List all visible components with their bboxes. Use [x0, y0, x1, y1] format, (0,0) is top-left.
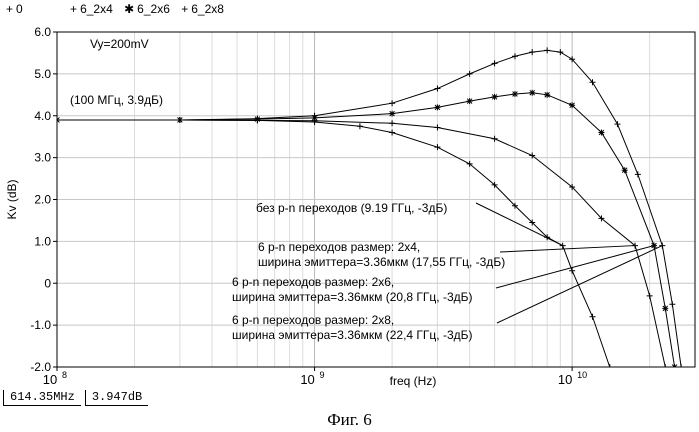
annotation-line: 6 p-n переходов размер: 2x4, [258, 240, 420, 254]
x-tick-exponent: 9 [320, 370, 325, 380]
point-6_2x8 [512, 53, 518, 59]
point-6_2x8 [529, 49, 535, 55]
annotation-line: ширина эмиттера=3.36мкм (20,8 ГГц, -3дБ) [232, 290, 473, 304]
point-6_2x8 [544, 47, 550, 53]
annotation-leader-6_2x4 [500, 246, 635, 252]
x-axis-label: freq (Hz) [390, 374, 437, 388]
point-6_2x6 [389, 111, 395, 117]
point-6_2x4 [434, 124, 440, 130]
point-6_2x6 [672, 364, 678, 370]
cursor-frequency: 614.35MHz [3, 390, 81, 406]
x-tick-label: 10 [558, 372, 572, 387]
cursor-readout: 614.35MHz 3.947dB [3, 390, 148, 406]
annotation-line: 6 p-n переходов размер: 2x6, [232, 275, 394, 289]
point-6_2x8 [389, 100, 395, 106]
y-tick-label: 1.0 [34, 234, 51, 248]
point-6_2x6 [529, 90, 535, 96]
point-6_2x8 [492, 60, 498, 66]
cursor-value: 3.947dB [85, 390, 148, 406]
point-6_2x6 [467, 98, 473, 104]
y-tick-label: 0 [44, 276, 51, 290]
point-6_2x4 [492, 136, 498, 142]
y-tick-label: -1.0 [30, 318, 51, 332]
annotation-6_2x6: 6 p-n переходов размер: 2x6,ширина эмитт… [232, 275, 473, 304]
annotation-start-point: (100 МГц, 3.9дБ) [70, 93, 163, 107]
figure-caption: Фиг. 6 [0, 410, 699, 430]
annotation-line: ширина эмиттера=3.36мкм (22,4 ГГц, -3дБ) [232, 328, 473, 342]
chart: 6.05.04.03.02.01.00-1.0-2.0 1081091010 K… [0, 0, 699, 390]
y-axis-label: Kv (dB) [5, 179, 19, 219]
annotations: Vy=200mV (100 МГц, 3.9дБ) без p-n переходо… [70, 37, 662, 342]
annotation-6_2x4: 6 p-n переходов размер: 2x4,ширина эмитт… [258, 240, 505, 269]
point-0 [434, 144, 440, 150]
point-6_2x6 [434, 104, 440, 110]
y-tick-label: 5.0 [34, 67, 51, 81]
annotation-line: без p-n переходов (9.19 ГГц, -3дБ) [256, 201, 447, 215]
point-6_2x6 [512, 91, 518, 97]
annotation-line: 6 p-n переходов размер: 2x8, [232, 313, 394, 327]
point-6_2x8 [434, 86, 440, 92]
x-tick-exponent: 10 [577, 370, 587, 380]
x-axis: 10 8 10 9 10 10 [43, 367, 587, 387]
point-6_2x8 [678, 364, 684, 370]
point-6_2x8 [635, 171, 641, 177]
point-0 [607, 364, 613, 370]
point-0 [590, 314, 596, 320]
point-0 [357, 123, 363, 129]
point-6_2x8 [669, 301, 675, 307]
annotation-vy: Vy=200mV [90, 37, 149, 51]
y-axis: 6.05.04.03.02.01.00-1.0-2.0 [30, 25, 57, 374]
point-6_2x4 [389, 120, 395, 126]
point-6_2x6 [662, 305, 668, 311]
point-0 [389, 130, 395, 136]
annotation-leader-6_2x6 [496, 246, 654, 288]
point-6_2x4 [647, 293, 653, 299]
point-6_2x4 [662, 364, 668, 370]
x-tick-label: 10 [43, 372, 57, 387]
x-tick-exponent: 8 [62, 370, 67, 380]
y-tick-label: 6.0 [34, 25, 51, 39]
annotation-6_2x8: 6 p-n переходов размер: 2x8,ширина эмитт… [232, 313, 473, 342]
point-6_2x6 [569, 102, 575, 108]
y-tick-label: 3.0 [34, 151, 51, 165]
point-6_2x6 [622, 167, 628, 173]
y-tick-label: 2.0 [34, 193, 51, 207]
point-6_2x6 [598, 130, 604, 136]
annotation-leader-6_2x8 [497, 246, 662, 323]
point-6_2x8 [467, 71, 473, 77]
x-tick-label: 10 [300, 372, 314, 387]
point-6_2x6 [492, 94, 498, 100]
point-6_2x6 [544, 92, 550, 98]
point-6_2x8 [614, 121, 620, 127]
point-6_2x8 [557, 49, 563, 55]
annotation-0: без p-n переходов (9.19 ГГц, -3дБ) [256, 201, 447, 215]
y-tick-label: 4.0 [34, 109, 51, 123]
annotation-line: ширина эмиттера=3.36мкм (17,55 ГГц, -3дБ… [258, 255, 505, 269]
